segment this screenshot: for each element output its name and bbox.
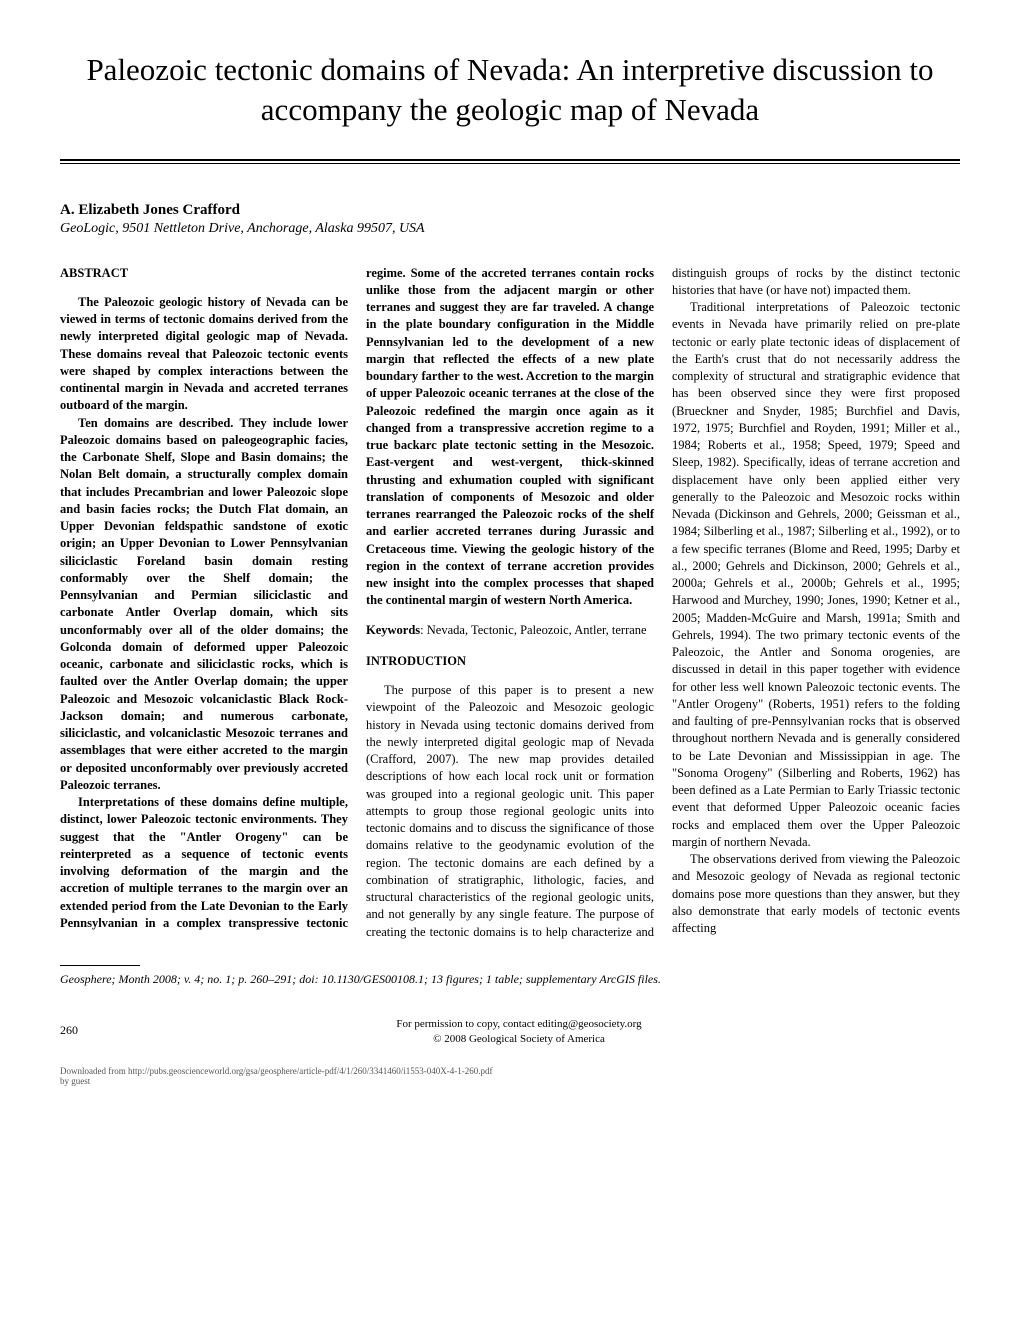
keywords-label: Keywords [366, 623, 420, 637]
title-rule-top [60, 159, 960, 161]
abstract-heading: ABSTRACT [60, 265, 348, 282]
introduction-heading: INTRODUCTION [366, 653, 654, 670]
paper-title: Paleozoic tectonic domains of Nevada: An… [60, 50, 960, 131]
footer-wrapper: 260 For permission to copy, contact edit… [60, 1017, 960, 1048]
abstract-para-1: The Paleozoic geologic history of Nevada… [60, 294, 348, 415]
intro-para-3: The observations derived from viewing th… [672, 851, 960, 937]
intro-para-2: Traditional interpretations of Paleozoic… [672, 299, 960, 851]
abstract-para-2: Ten domains are described. They include … [60, 415, 348, 795]
title-rule-bottom [60, 163, 960, 164]
author-name: A. Elizabeth Jones Crafford [60, 202, 960, 219]
content-columns: ABSTRACT The Paleozoic geologic history … [60, 265, 960, 941]
footer-block: For permission to copy, contact editing@… [60, 1017, 960, 1048]
author-affiliation: GeoLogic, 9501 Nettleton Drive, Anchorag… [60, 221, 960, 237]
keywords-para: Keywords: Nevada, Tectonic, Paleozoic, A… [366, 622, 654, 639]
copyright-line: © 2008 Geological Society of America [60, 1032, 960, 1047]
page-number: 260 [60, 1023, 78, 1038]
permission-line: For permission to copy, contact editing@… [60, 1017, 960, 1032]
download-line-1: Downloaded from http://pubs.geosciencewo… [60, 1066, 960, 1077]
citation-line: Geosphere; Month 2008; v. 4; no. 1; p. 2… [60, 972, 960, 987]
footnote-rule [60, 965, 140, 966]
author-block: A. Elizabeth Jones Crafford GeoLogic, 95… [60, 202, 960, 237]
download-note: Downloaded from http://pubs.geosciencewo… [60, 1066, 960, 1088]
download-line-2: by guest [60, 1076, 960, 1087]
keywords-text: : Nevada, Tectonic, Paleozoic, Antler, t… [420, 623, 646, 637]
